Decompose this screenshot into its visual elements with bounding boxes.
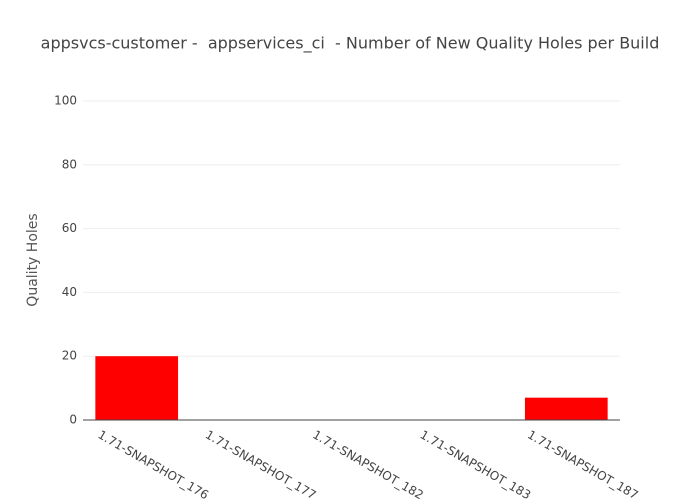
y-tick-label: 60 bbox=[62, 221, 77, 235]
bar bbox=[524, 397, 608, 420]
bar bbox=[95, 356, 179, 420]
y-tick-label: 20 bbox=[62, 349, 77, 363]
x-tick-label: 1.71-SNAPSHOT_176 bbox=[95, 428, 211, 500]
x-tick-label: 1.71-SNAPSHOT_187 bbox=[525, 428, 641, 500]
chart-title: appsvcs-customer - appservices_ci - Numb… bbox=[41, 34, 660, 54]
y-tick-label: 40 bbox=[62, 285, 77, 299]
x-tick-label: 1.71-SNAPSHOT_183 bbox=[418, 428, 534, 500]
y-tick-label: 80 bbox=[62, 157, 77, 171]
y-axis-label: Quality Holes bbox=[25, 213, 41, 306]
y-tick-label: 0 bbox=[69, 413, 77, 427]
y-tick-label: 100 bbox=[54, 94, 77, 108]
x-tick-label: 1.71-SNAPSHOT_182 bbox=[310, 428, 426, 500]
x-tick-label: 1.71-SNAPSHOT_177 bbox=[203, 428, 319, 500]
